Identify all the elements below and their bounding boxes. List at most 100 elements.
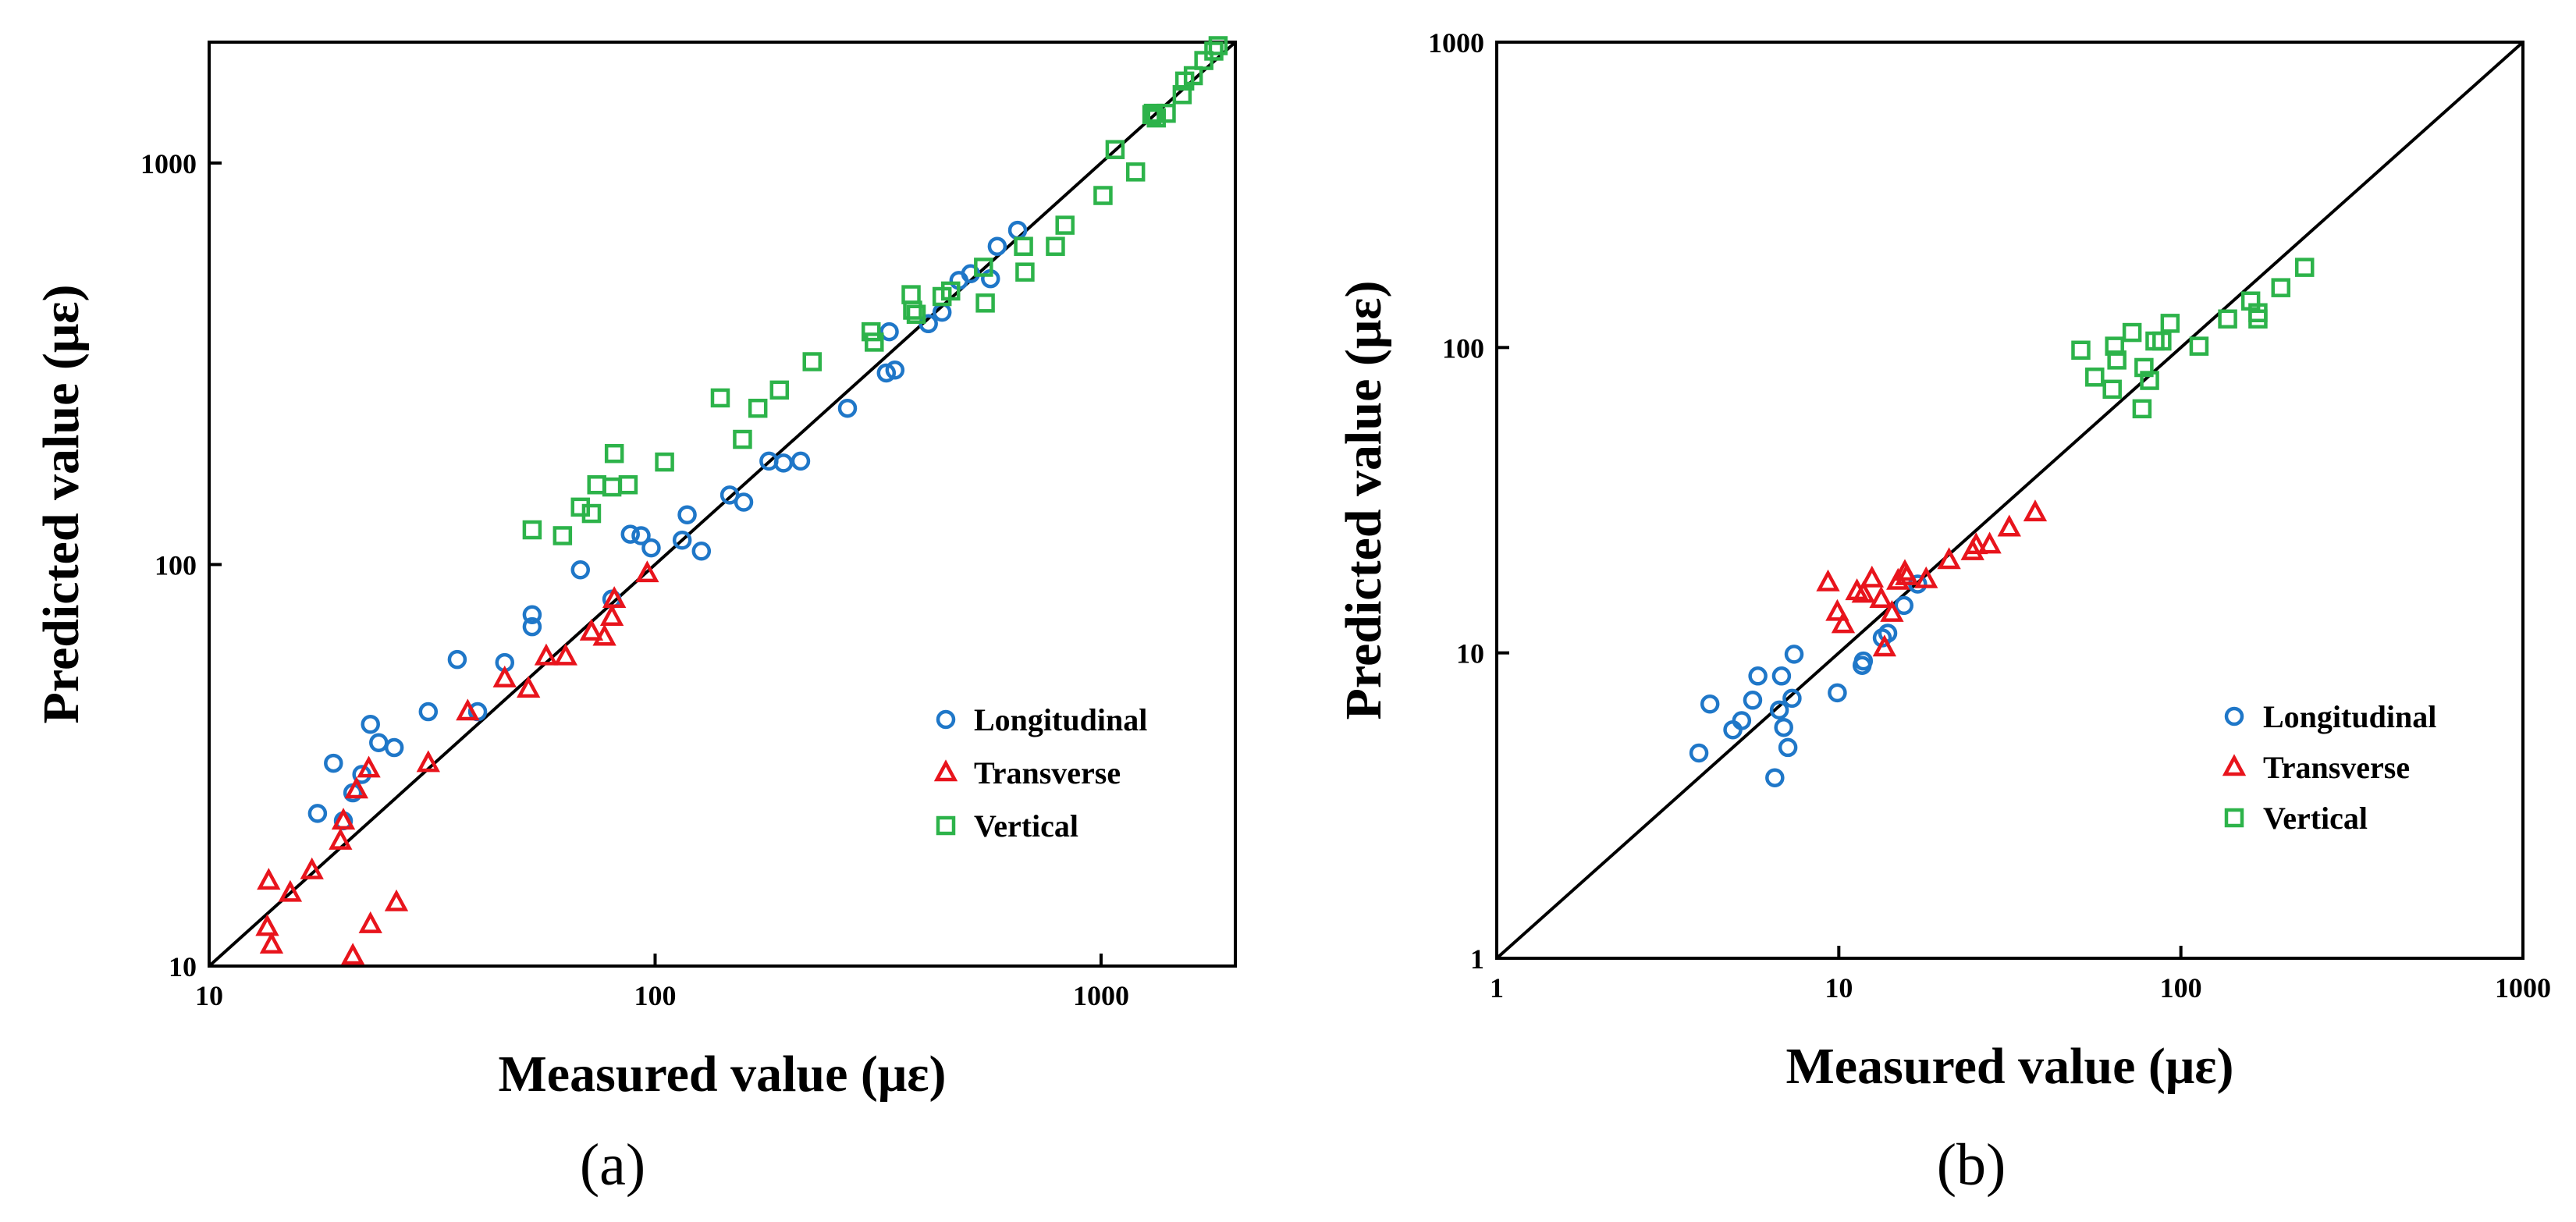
series-longitudinal bbox=[307, 220, 1028, 831]
data-point-vertical bbox=[602, 477, 622, 497]
data-point-vertical bbox=[604, 443, 624, 464]
data-point-longitudinal bbox=[1723, 719, 1743, 740]
data-point-vertical bbox=[802, 352, 822, 371]
data-point-vertical bbox=[865, 332, 884, 352]
data-point-longitudinal bbox=[1778, 737, 1798, 758]
x-tick-label: 10 bbox=[195, 980, 223, 1011]
series-transverse bbox=[255, 560, 659, 965]
data-point-vertical bbox=[2107, 350, 2127, 370]
data-point-vertical bbox=[522, 520, 542, 540]
data-point-vertical bbox=[1208, 36, 1228, 55]
data-point-transverse bbox=[1895, 563, 1919, 585]
data-point-transverse bbox=[1997, 514, 2021, 537]
series-vertical bbox=[2071, 258, 2315, 419]
data-point-vertical bbox=[2122, 322, 2142, 343]
legend-label-longitudinal: Longitudinal bbox=[974, 702, 1147, 737]
legend-marker-transverse bbox=[933, 759, 958, 782]
data-point-vertical bbox=[618, 474, 638, 495]
data-point-transverse bbox=[599, 604, 624, 626]
data-point-vertical bbox=[1157, 103, 1176, 123]
data-point-vertical bbox=[581, 503, 602, 524]
data-point-vertical bbox=[2132, 399, 2152, 419]
data-point-vertical bbox=[2248, 309, 2268, 329]
data-point-transverse bbox=[1964, 532, 1988, 555]
series-transverse bbox=[1816, 499, 2048, 657]
data-point-longitudinal bbox=[837, 398, 858, 418]
data-point-longitudinal bbox=[1774, 717, 1793, 737]
data-point-longitudinal bbox=[418, 702, 439, 722]
data-point-vertical bbox=[906, 304, 926, 325]
data-point-longitudinal bbox=[307, 804, 328, 823]
data-point-longitudinal bbox=[876, 363, 897, 383]
data-point-longitudinal bbox=[1771, 666, 1792, 686]
legend-label-vertical: Vertical bbox=[2263, 801, 2368, 836]
legend-marker-longitudinal bbox=[2224, 706, 2244, 726]
data-point-transverse bbox=[553, 643, 577, 666]
reference-line bbox=[1495, 41, 2524, 960]
data-point-longitudinal bbox=[677, 505, 697, 524]
data-point-transverse bbox=[1872, 634, 1897, 657]
data-point-vertical bbox=[975, 293, 995, 313]
data-point-transverse bbox=[416, 750, 440, 773]
data-point-longitudinal bbox=[369, 733, 389, 753]
data-point-vertical bbox=[769, 380, 790, 400]
legend: Longitudinal Transverse Vertical bbox=[933, 702, 1147, 844]
data-point-vertical bbox=[1093, 186, 1113, 205]
data-point-vertical bbox=[2140, 371, 2159, 390]
data-point-transverse bbox=[331, 808, 356, 830]
data-point-longitudinal bbox=[1700, 694, 1720, 714]
data-point-vertical bbox=[2085, 368, 2105, 387]
data-point-transverse bbox=[1831, 611, 1856, 634]
y-tick-label: 10 bbox=[1456, 638, 1484, 670]
x-tick-label: 1 bbox=[1490, 972, 1504, 1004]
y-tick-label: 1000 bbox=[1428, 27, 1484, 59]
data-point-vertical bbox=[1055, 215, 1075, 235]
data-point-longitudinal bbox=[1894, 595, 1914, 616]
data-point-transverse bbox=[579, 618, 604, 641]
data-point-longitudinal bbox=[672, 530, 692, 550]
data-point-transverse bbox=[1860, 565, 1884, 588]
legend-marker-vertical bbox=[936, 815, 956, 836]
data-point-longitudinal bbox=[691, 541, 712, 561]
data-point-longitudinal bbox=[1732, 711, 1752, 730]
data-point-longitudinal bbox=[641, 538, 661, 558]
data-point-vertical bbox=[733, 429, 752, 449]
data-point-transverse bbox=[340, 943, 365, 965]
data-point-transverse bbox=[259, 931, 284, 954]
legend-marker-longitudinal bbox=[936, 709, 956, 730]
data-point-vertical bbox=[1046, 236, 1065, 256]
data-point-longitudinal bbox=[324, 753, 343, 773]
data-point-vertical bbox=[748, 398, 768, 418]
data-point-longitudinal bbox=[791, 451, 811, 471]
data-point-longitudinal bbox=[1748, 666, 1768, 686]
data-point-longitudinal bbox=[384, 737, 404, 758]
data-point-longitudinal bbox=[1828, 683, 1847, 703]
data-point-vertical bbox=[903, 300, 922, 320]
panel-a: 10 100 1000 10 100 1000 Measured value (με) Pre… bbox=[33, 36, 1237, 1198]
data-point-longitudinal bbox=[1769, 700, 1789, 720]
legend-label-longitudinal: Longitudinal bbox=[2263, 699, 2436, 734]
data-point-longitudinal bbox=[631, 526, 651, 545]
data-point-transverse bbox=[1937, 547, 1961, 570]
data-point-longitudinal bbox=[1782, 688, 1802, 709]
data-point-transverse bbox=[278, 879, 303, 902]
data-point-transverse bbox=[1825, 599, 1849, 621]
data-point-transverse bbox=[456, 698, 480, 721]
data-point-longitudinal bbox=[1765, 768, 1785, 787]
data-point-transverse bbox=[492, 665, 517, 687]
data-point-transverse bbox=[592, 623, 616, 646]
data-point-transverse bbox=[1869, 586, 1893, 609]
data-point-vertical bbox=[2160, 314, 2180, 333]
data-point-transverse bbox=[329, 827, 353, 850]
y-tick-label: 10 bbox=[169, 951, 197, 982]
data-point-transverse bbox=[635, 560, 659, 583]
data-point-vertical bbox=[2218, 309, 2237, 329]
data-point-transverse bbox=[384, 889, 409, 911]
y-axis-title: Predicted value (με) bbox=[1335, 281, 1392, 720]
data-point-transverse bbox=[255, 914, 279, 936]
data-point-vertical bbox=[1015, 262, 1035, 282]
data-point-longitudinal bbox=[1007, 220, 1028, 240]
legend: Longitudinal Transverse Vertical bbox=[2222, 699, 2436, 836]
data-point-longitudinal bbox=[1784, 645, 1804, 664]
data-point-vertical bbox=[1125, 162, 1146, 182]
